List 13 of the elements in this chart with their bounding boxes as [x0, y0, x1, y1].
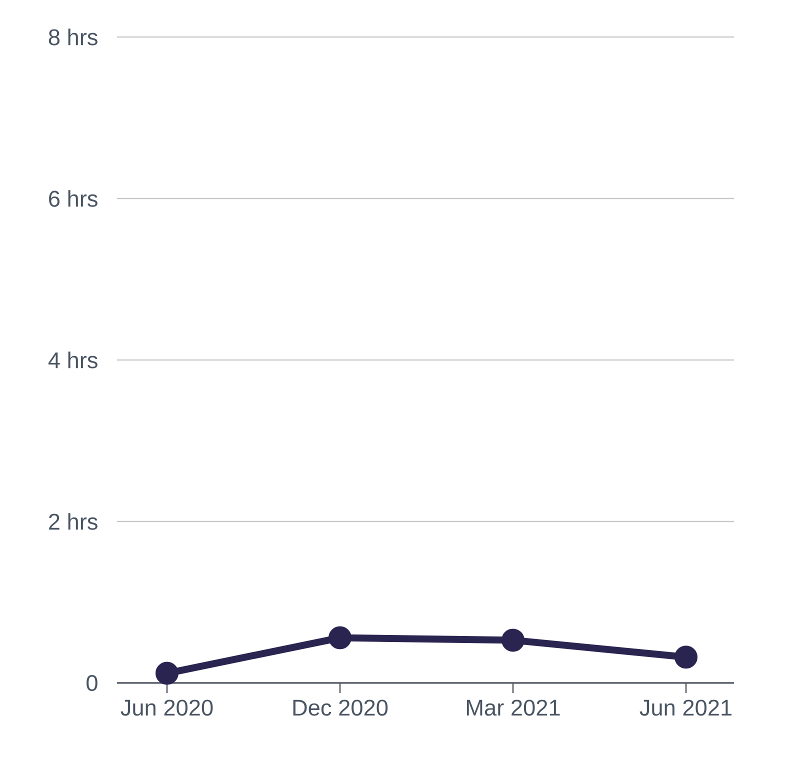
point — [328, 626, 352, 650]
y-tick-label: 4 hrs — [48, 352, 98, 368]
x-tick-label: Dec 2020 — [293, 700, 388, 716]
y-tick-label: 8 hrs — [48, 28, 98, 46]
x-tick-label: Mar 2021 — [466, 700, 560, 716]
point — [674, 646, 698, 669]
y-tick-label: 2 hrs — [49, 513, 98, 530]
x-tick-label: Jun 2021 — [640, 700, 732, 716]
y-tick-label: 0 — [86, 674, 98, 692]
point — [502, 628, 524, 652]
point — [156, 662, 179, 685]
y-tick-label: 6 hrs — [49, 190, 98, 207]
x-tick-label: Jun 2020 — [120, 700, 213, 716]
